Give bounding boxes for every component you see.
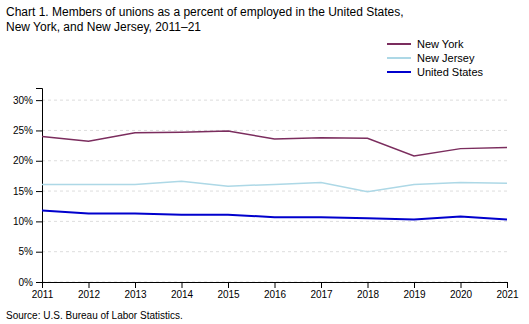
x-tick-label: 2018 (357, 289, 380, 300)
x-tick-label: 2013 (124, 289, 147, 300)
y-tick: 10% (13, 216, 42, 227)
y-tick-mark (36, 191, 42, 192)
y-tick: 20% (13, 155, 42, 166)
legend-swatch (387, 71, 411, 73)
x-tick: 2014 (171, 282, 194, 300)
plot: 2011 2012 2013 2014 2015 2016 2017 2018 2019 2020… (13, 89, 519, 301)
grid-line (42, 221, 507, 222)
x-tick-label: 2011 (32, 289, 54, 300)
x-tick: 2020 (450, 282, 473, 300)
legend-item: New Jersey (387, 52, 475, 64)
y-tick-label: 0% (19, 277, 34, 288)
x-tick-label: 2012 (78, 289, 101, 300)
x-tick-mark (228, 282, 229, 288)
x-tick-mark (135, 282, 136, 288)
x-tick-label: 2017 (310, 289, 333, 300)
y-tick-mark (36, 221, 42, 222)
x-tick-label: 2016 (264, 289, 287, 300)
y-tick-label: 20% (13, 155, 33, 166)
x-tick: 2019 (403, 282, 426, 300)
x-tick: 2012 (78, 282, 101, 300)
x-tick: 2017 (310, 282, 333, 300)
x-tick-mark (182, 282, 183, 288)
series-line (42, 181, 507, 191)
x-tick-mark (89, 282, 90, 288)
legend-label: New York (417, 38, 464, 50)
y-tick: 30% (13, 95, 42, 106)
legend: New York New Jersey United States (387, 38, 484, 78)
x-tick-label: 2014 (171, 289, 194, 300)
grid-line (42, 251, 507, 252)
legend-label: United States (417, 66, 484, 78)
chart-root: Chart 1. Members of unions as a percent … (0, 0, 529, 324)
x-tick-mark (368, 282, 369, 288)
x-tick-label: 2020 (450, 289, 473, 300)
y-tick-label: 25% (13, 125, 33, 136)
x-tick: 2021 (496, 282, 519, 300)
series-line (42, 131, 507, 156)
x-tick-mark (321, 282, 322, 288)
legend-label: New Jersey (417, 52, 475, 64)
grid (42, 100, 507, 282)
y-tick-mark (36, 161, 42, 162)
x-tick: 2013 (124, 282, 147, 300)
grid-line (42, 160, 507, 161)
x-tick: 2016 (264, 282, 287, 300)
x-tick: 2011 (32, 282, 54, 300)
y-tick-label: 10% (13, 216, 33, 227)
x-tick: 2015 (217, 282, 240, 300)
x-tick-label: 2019 (403, 289, 426, 300)
series-line (42, 210, 507, 219)
y-tick-mark (36, 282, 42, 283)
grid-line (42, 191, 507, 192)
grid-line (42, 130, 507, 131)
y-tick-mark (36, 100, 42, 101)
x-tick-label: 2021 (496, 289, 519, 300)
y-tick-mark (36, 130, 42, 131)
x-axis-line (43, 283, 508, 289)
y-tick: 5% (19, 246, 42, 257)
x-tick-mark (414, 282, 415, 288)
title: New York, and New Jersey, 2011–21 (6, 20, 201, 34)
y-tick-label: 30% (13, 95, 33, 106)
y-tick-label: 15% (13, 186, 33, 197)
y-tick: 0% (19, 277, 42, 288)
lines (42, 131, 507, 220)
y-axis-line (36, 89, 43, 283)
y-tick: 25% (13, 125, 42, 136)
x-tick-mark (461, 282, 462, 288)
y-axis: 0% 5% 10% 15% 20% 25% 30% (13, 89, 43, 288)
legend-swatch (387, 57, 411, 59)
x-tick-mark (507, 282, 508, 288)
y-tick: 15% (13, 186, 42, 197)
grid-line (42, 100, 507, 101)
source: Source: U.S. Bureau of Labor Statistics. (6, 310, 183, 321)
title: Chart 1. Members of unions as a percent … (6, 5, 404, 19)
y-tick-mark (36, 252, 42, 253)
x-tick: 2018 (357, 282, 380, 300)
x-tick-label: 2015 (217, 289, 240, 300)
y-tick-label: 5% (19, 246, 34, 257)
legend-item: New York (387, 38, 464, 50)
legend-swatch (387, 43, 411, 45)
x-axis: 2011 2012 2013 2014 2015 2016 2017 2018 2019 2020… (32, 282, 519, 300)
legend-item: United States (387, 66, 484, 78)
x-tick-mark (275, 282, 276, 288)
